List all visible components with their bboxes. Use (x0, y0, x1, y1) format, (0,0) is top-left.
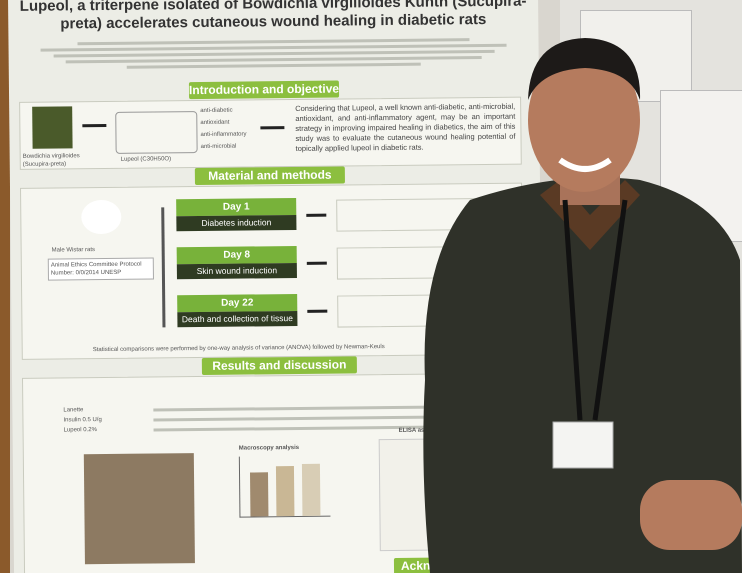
board-edge (0, 0, 10, 573)
hair (528, 38, 641, 100)
hand (640, 480, 742, 550)
smile (558, 157, 612, 172)
lanyard (562, 199, 628, 421)
badge (552, 421, 614, 469)
face (528, 48, 640, 192)
shirt (423, 177, 742, 573)
